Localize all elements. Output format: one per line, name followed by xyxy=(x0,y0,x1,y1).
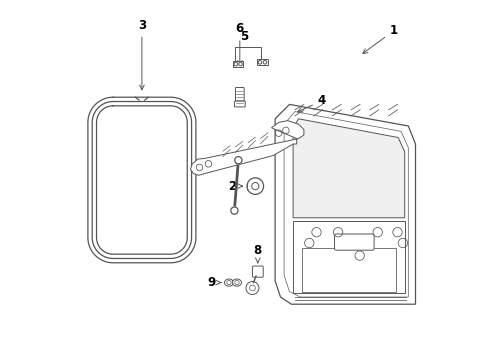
Text: 2: 2 xyxy=(227,180,242,193)
Text: 3: 3 xyxy=(138,19,145,90)
Ellipse shape xyxy=(224,279,233,286)
Polygon shape xyxy=(190,121,303,175)
Text: 8: 8 xyxy=(253,244,262,263)
Text: 7: 7 xyxy=(213,156,230,169)
Polygon shape xyxy=(232,61,243,67)
Polygon shape xyxy=(275,104,415,304)
Text: 5: 5 xyxy=(240,30,248,43)
Polygon shape xyxy=(257,59,267,65)
Polygon shape xyxy=(292,119,404,218)
Circle shape xyxy=(230,207,238,214)
FancyBboxPatch shape xyxy=(252,266,263,277)
Text: 6: 6 xyxy=(235,22,244,65)
FancyBboxPatch shape xyxy=(334,234,373,250)
Text: 1: 1 xyxy=(362,24,397,54)
Circle shape xyxy=(234,157,242,164)
Text: 9: 9 xyxy=(207,276,221,289)
Ellipse shape xyxy=(232,279,241,286)
FancyBboxPatch shape xyxy=(234,101,244,107)
Polygon shape xyxy=(302,248,395,292)
FancyBboxPatch shape xyxy=(235,87,244,105)
Polygon shape xyxy=(292,221,404,293)
Text: 4: 4 xyxy=(297,94,325,112)
